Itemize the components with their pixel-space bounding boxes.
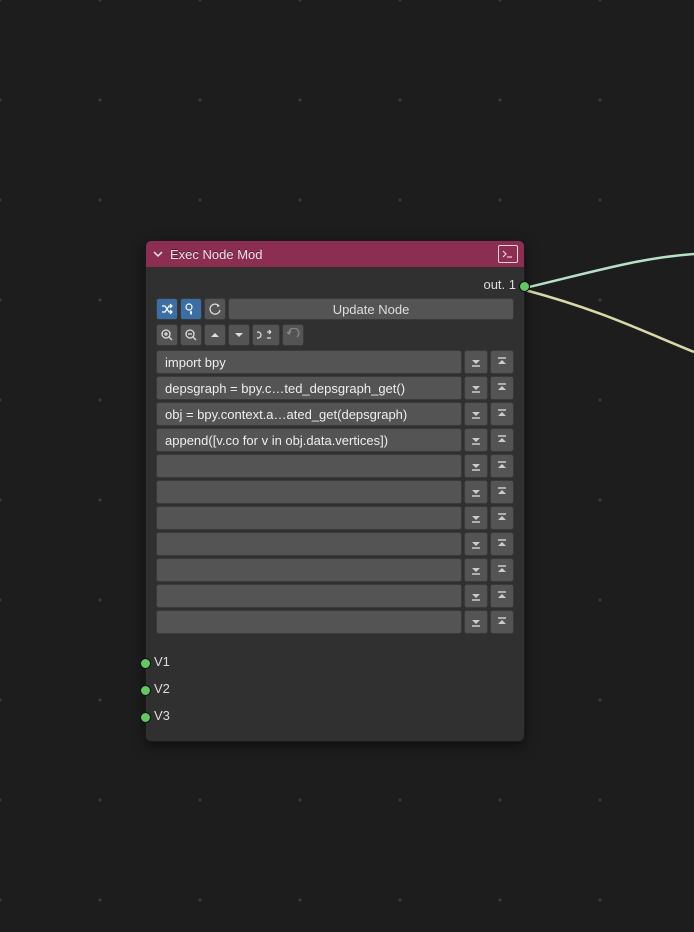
input-sockets: V1 V2 V3 bbox=[146, 644, 524, 741]
insert-below-button[interactable] bbox=[464, 506, 488, 530]
code-row bbox=[156, 610, 514, 634]
output-row: out. 1 bbox=[146, 267, 524, 298]
code-lines-list: import bpydepsgraph = bpy.c…ted_depsgrap… bbox=[146, 350, 524, 644]
insert-above-button[interactable] bbox=[490, 428, 514, 452]
node-body: out. 1 Update Node bbox=[146, 267, 524, 741]
input-label: V3 bbox=[154, 708, 170, 723]
input-row: V2 bbox=[154, 675, 516, 702]
code-input[interactable]: obj = bpy.context.a…ated_get(depsgraph) bbox=[156, 402, 462, 426]
node-header[interactable]: Exec Node Mod bbox=[146, 241, 524, 267]
input-row: V3 bbox=[154, 702, 516, 729]
zoom-out-button[interactable] bbox=[180, 324, 202, 346]
exec-node[interactable]: Exec Node Mod out. 1 Update Node bbox=[145, 240, 525, 742]
code-input[interactable] bbox=[156, 584, 462, 608]
move-up-button[interactable] bbox=[204, 324, 226, 346]
output-socket[interactable] bbox=[519, 281, 530, 292]
input-socket[interactable] bbox=[140, 712, 151, 723]
input-label: V1 bbox=[154, 654, 170, 669]
shuffle-button[interactable] bbox=[156, 298, 178, 320]
refresh-button[interactable] bbox=[204, 298, 226, 320]
input-socket[interactable] bbox=[140, 658, 151, 669]
output-label: out. 1 bbox=[483, 277, 516, 292]
insert-above-button[interactable] bbox=[490, 506, 514, 530]
terminal-icon[interactable] bbox=[498, 245, 518, 263]
insert-above-button[interactable] bbox=[490, 376, 514, 400]
insert-below-button[interactable] bbox=[464, 610, 488, 634]
insert-below-button[interactable] bbox=[464, 584, 488, 608]
move-down-button[interactable] bbox=[228, 324, 250, 346]
code-row: depsgraph = bpy.c…ted_depsgraph_get() bbox=[156, 376, 514, 400]
undo-button[interactable] bbox=[282, 324, 304, 346]
toolbar-row-1: Update Node bbox=[146, 298, 524, 320]
code-input[interactable]: append([v.co for v in obj.data.vertices]… bbox=[156, 428, 462, 452]
code-row bbox=[156, 532, 514, 556]
zoom-in-button[interactable] bbox=[156, 324, 178, 346]
code-row bbox=[156, 454, 514, 478]
code-row bbox=[156, 558, 514, 582]
insert-below-button[interactable] bbox=[464, 350, 488, 374]
code-input[interactable]: depsgraph = bpy.c…ted_depsgraph_get() bbox=[156, 376, 462, 400]
insert-below-button[interactable] bbox=[464, 376, 488, 400]
code-row bbox=[156, 506, 514, 530]
insert-below-button[interactable] bbox=[464, 402, 488, 426]
loop-button[interactable] bbox=[252, 324, 280, 346]
insert-below-button[interactable] bbox=[464, 558, 488, 582]
collapse-chevron-icon[interactable] bbox=[152, 248, 164, 260]
insert-above-button[interactable] bbox=[490, 454, 514, 478]
code-input[interactable]: import bpy bbox=[156, 350, 462, 374]
code-row bbox=[156, 584, 514, 608]
code-input[interactable] bbox=[156, 558, 462, 582]
code-input[interactable] bbox=[156, 454, 462, 478]
insert-above-button[interactable] bbox=[490, 350, 514, 374]
insert-above-button[interactable] bbox=[490, 480, 514, 504]
code-input[interactable] bbox=[156, 480, 462, 504]
toolbar-row-2 bbox=[146, 324, 524, 346]
input-label: V2 bbox=[154, 681, 170, 696]
code-row: obj = bpy.context.a…ated_get(depsgraph) bbox=[156, 402, 514, 426]
code-input[interactable] bbox=[156, 610, 462, 634]
code-row bbox=[156, 480, 514, 504]
input-row: V1 bbox=[154, 648, 516, 675]
insert-above-button[interactable] bbox=[490, 584, 514, 608]
insert-above-button[interactable] bbox=[490, 532, 514, 556]
code-input[interactable] bbox=[156, 506, 462, 530]
paint-button[interactable] bbox=[180, 298, 202, 320]
code-input[interactable] bbox=[156, 532, 462, 556]
insert-above-button[interactable] bbox=[490, 402, 514, 426]
node-title: Exec Node Mod bbox=[170, 247, 492, 262]
code-row: append([v.co for v in obj.data.vertices]… bbox=[156, 428, 514, 452]
insert-above-button[interactable] bbox=[490, 610, 514, 634]
insert-below-button[interactable] bbox=[464, 480, 488, 504]
insert-below-button[interactable] bbox=[464, 454, 488, 478]
update-node-button[interactable]: Update Node bbox=[228, 298, 514, 320]
input-socket[interactable] bbox=[140, 685, 151, 696]
insert-below-button[interactable] bbox=[464, 532, 488, 556]
insert-above-button[interactable] bbox=[490, 558, 514, 582]
insert-below-button[interactable] bbox=[464, 428, 488, 452]
code-row: import bpy bbox=[156, 350, 514, 374]
